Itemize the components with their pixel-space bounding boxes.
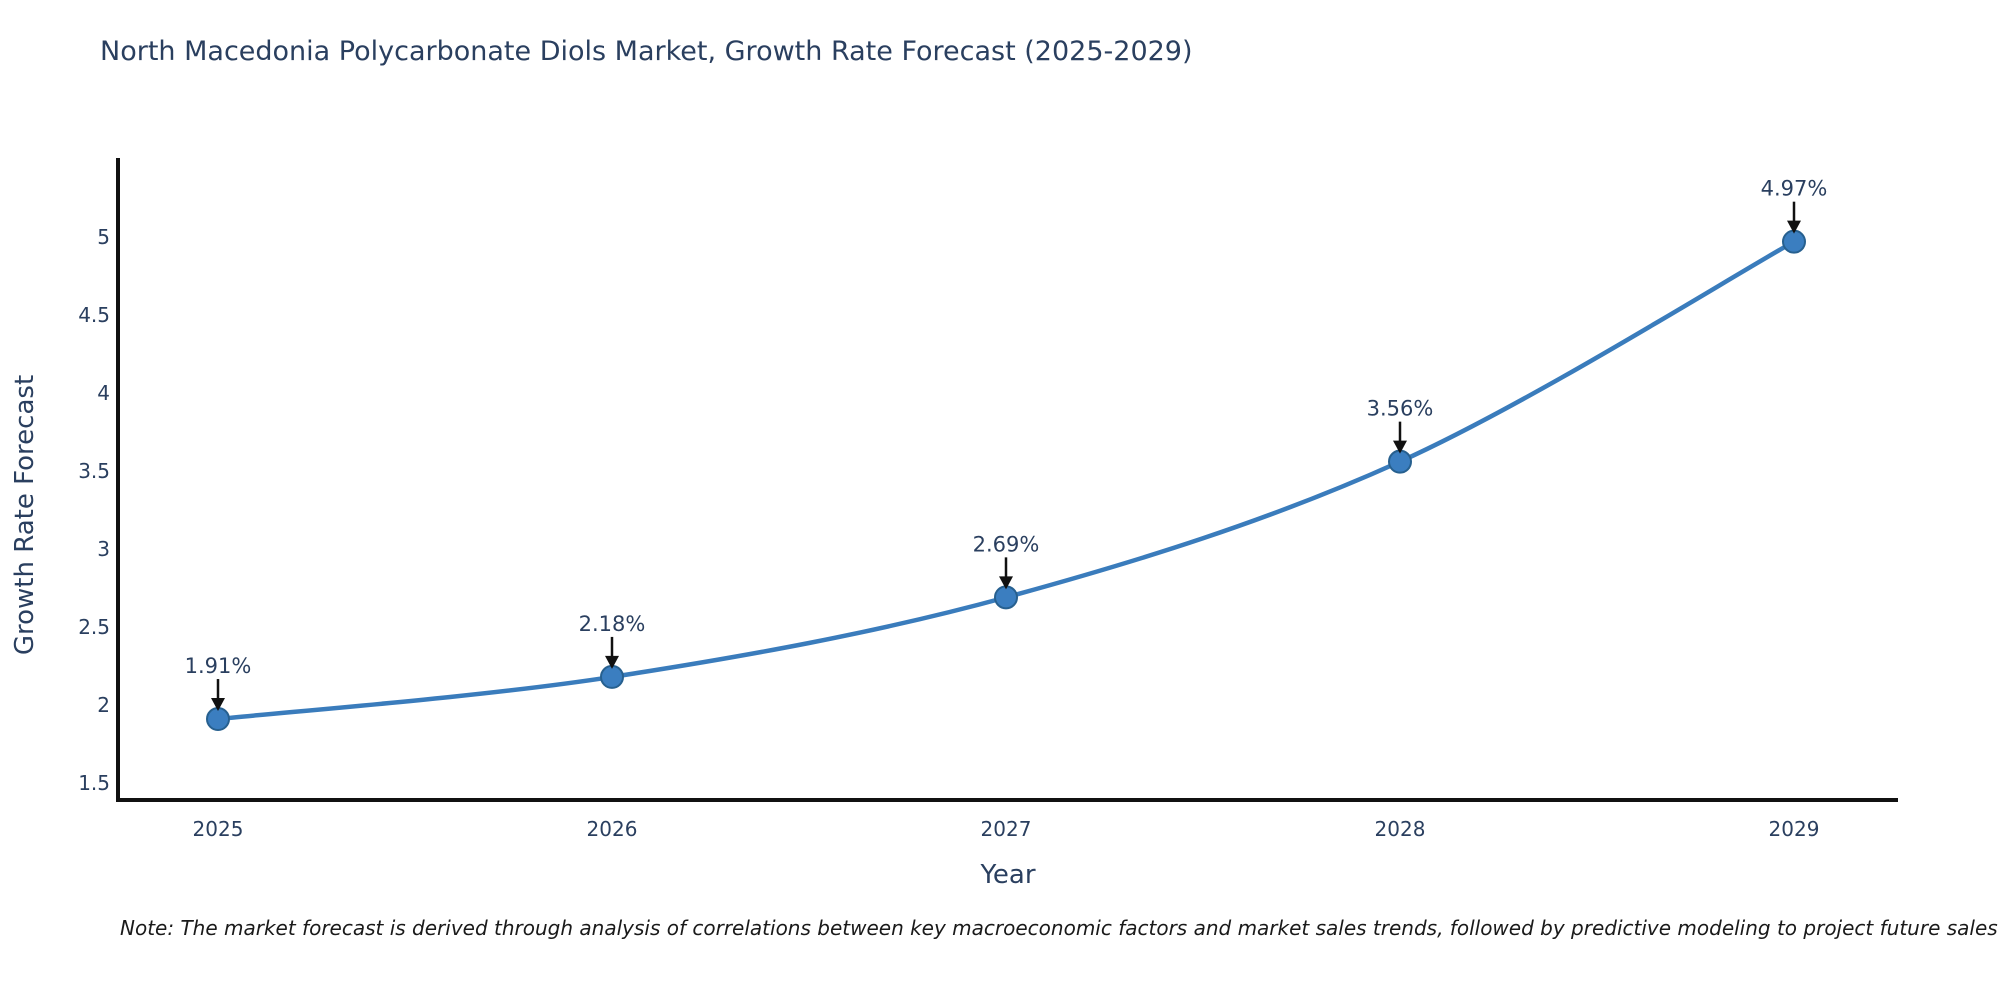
point-annotation: 4.97% <box>1761 177 1828 201</box>
data-point[interactable] <box>600 664 624 689</box>
data-point[interactable] <box>206 707 230 732</box>
data-point[interactable] <box>1388 449 1412 474</box>
point-annotation: 1.91% <box>185 654 252 678</box>
y-tick-label: 4.5 <box>78 303 110 327</box>
y-tick-label: 1.5 <box>78 771 110 795</box>
data-point[interactable] <box>994 585 1018 610</box>
y-tick-label: 3.5 <box>78 459 110 483</box>
annotation-arrowhead <box>211 698 225 712</box>
point-annotation: 2.69% <box>973 532 1040 556</box>
data-point[interactable] <box>1782 229 1806 254</box>
y-tick-label: 3 <box>97 537 110 561</box>
x-tick-label: 2026 <box>587 817 638 841</box>
x-tick-label: 2028 <box>1375 817 1426 841</box>
y-tick-label: 5 <box>97 225 110 249</box>
x-tick-label: 2025 <box>193 817 244 841</box>
y-tick-label: 2.5 <box>78 615 110 639</box>
x-tick-label: 2027 <box>981 817 1032 841</box>
trend-line <box>215 239 1797 722</box>
x-axis-title: Year <box>980 860 1036 890</box>
chart-title: North Macedonia Polycarbonate Diols Mark… <box>100 36 1193 67</box>
point-annotation: 2.18% <box>579 612 646 636</box>
annotation-arrowhead <box>999 576 1013 590</box>
point-annotation: 3.56% <box>1367 397 1434 421</box>
annotation-arrowhead <box>1393 440 1407 454</box>
x-tick-label: 2029 <box>1769 817 1820 841</box>
y-tick-label: 2 <box>97 693 110 717</box>
annotation-arrowhead <box>1787 220 1801 234</box>
y-tick-label: 4 <box>97 381 110 405</box>
footnote: Note: The market forecast is derived thr… <box>120 916 1998 940</box>
annotation-arrowhead <box>605 655 619 669</box>
